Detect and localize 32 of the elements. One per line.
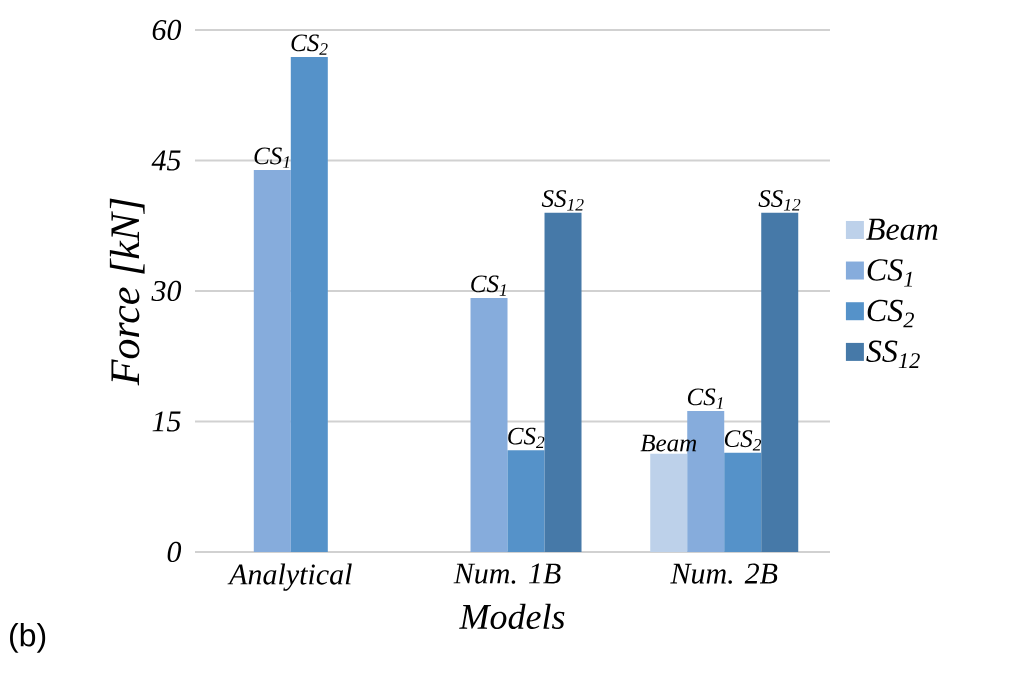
legend-label: CS$_{2}$ [867, 299, 914, 328]
bar [507, 450, 545, 552]
annotation: Beam [640, 434, 697, 452]
y-tick-label: 60 [152, 19, 182, 41]
x-tick-label: Num. 2B [670, 563, 778, 584]
text: (b) [10, 623, 46, 653]
y-tick-label: 30 [151, 280, 182, 302]
bar [544, 212, 582, 552]
x-tick-label: Num. 1B [453, 563, 561, 584]
annotation: SS$_{12}$ [541, 190, 584, 211]
legend-label: SS$_{12}$ [866, 340, 920, 369]
bar [724, 452, 762, 552]
y-axis-title: Force [kN] [109, 198, 145, 386]
annotation: CS$_{2}$ [291, 34, 328, 55]
annotation: SS$_{12}$ [758, 190, 801, 211]
annotation: CS$_{1}$ [254, 147, 290, 168]
x-axis-title: Models [459, 603, 565, 630]
y-tick-label: 0 [167, 541, 182, 563]
bar [290, 56, 328, 552]
x-tick-label: Analytical [227, 563, 352, 591]
legend-label: CS$_{1}$ [867, 259, 913, 287]
annotation: CS$_{1}$ [687, 388, 723, 409]
bar [470, 297, 508, 552]
bar [253, 170, 291, 552]
legend-label: Beam [866, 218, 938, 241]
bar [761, 212, 799, 552]
y-tick-label: 45 [151, 150, 181, 171]
bar [650, 453, 688, 552]
annotation: CS$_{1}$ [471, 275, 506, 296]
annotation: CS$_{2}$ [724, 430, 762, 451]
y-tick-label: 15 [152, 411, 181, 432]
annotation: CS$_{2}$ [508, 427, 545, 448]
